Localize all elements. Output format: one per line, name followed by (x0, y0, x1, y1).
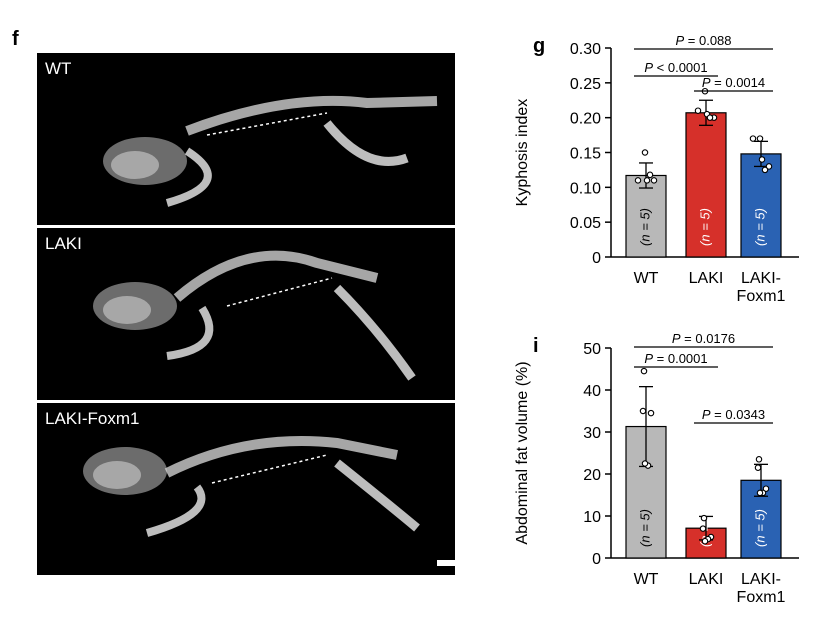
bar-n-label: (n = 5) (637, 509, 652, 547)
fat-volume-chart: i 0 10 20 30 40 50 Abdominal fat volume (%) (n =… (514, 331, 799, 606)
comparison-label: P = 0.088 (675, 33, 731, 48)
ct-image-laki-foxm1: LAKI-Foxm1 (37, 403, 455, 575)
data-point (641, 460, 649, 467)
ct-label-wt: WT (45, 59, 72, 78)
x-tick-label: LAKI- (741, 270, 781, 287)
ct-image-laki: LAKI (37, 228, 455, 400)
data-point (761, 166, 769, 174)
y-tick-label: 50 (583, 341, 601, 358)
x-tick-label: WT (634, 270, 659, 287)
bar-2 (740, 153, 782, 258)
skeleton-laki-foxm1-illustration (83, 436, 420, 537)
data-point (749, 135, 757, 142)
data-point (765, 163, 773, 170)
y-tick-label: 0.05 (570, 215, 601, 232)
data-point (756, 489, 764, 497)
data-point (694, 107, 702, 114)
comparison-label: P = 0.0001 (644, 351, 707, 366)
y-tick-label: 0 (592, 551, 601, 568)
bar-0 (625, 174, 667, 258)
kyphosis-chart: g 0 0.05 0.10 0.15 0.20 0.25 0.30 Kyphosis index… (514, 33, 799, 305)
y-tick-label: 0 (592, 250, 601, 267)
data-point (647, 409, 655, 417)
x-tick-label: LAKI (689, 270, 724, 287)
data-point (639, 407, 647, 415)
y-tick-label: 0.15 (570, 146, 601, 163)
data-point (755, 456, 763, 463)
bar-n-label: (n = 5) (637, 208, 652, 246)
data-point (699, 525, 707, 532)
ct-image-wt: WT (37, 53, 455, 225)
data-point (701, 537, 709, 545)
scale-bar (437, 560, 455, 566)
bar-n-label: (n = 5) (752, 509, 767, 547)
comparison-label: P = 0.0176 (672, 331, 735, 346)
data-point (756, 135, 764, 142)
y-tick-label: 40 (583, 383, 601, 400)
x-tick-label: Foxm1 (737, 288, 786, 305)
y-tick-label: 20 (583, 467, 601, 484)
comparison-label: P = 0.0014 (702, 75, 765, 90)
data-point (640, 367, 648, 375)
data-point (762, 485, 770, 492)
y-tick-label: 30 (583, 425, 601, 442)
y-tick-label: 10 (583, 509, 601, 526)
y-axis-label: Abdominal fat volume (%) (514, 361, 531, 544)
data-point (646, 171, 654, 179)
x-tick-label: Foxm1 (737, 589, 786, 606)
panel-g-letter: g (533, 35, 545, 57)
ct-label-laki-foxm1: LAKI-Foxm1 (45, 409, 140, 428)
y-tick-label: 0.20 (570, 111, 601, 128)
data-point (706, 114, 714, 121)
data-point (641, 149, 649, 156)
ct-label-laki: LAKI (45, 234, 82, 253)
data-point (700, 514, 708, 522)
x-tick-label: WT (634, 571, 659, 588)
bar-1 (685, 112, 727, 258)
data-point (650, 177, 658, 184)
panel-f-letter: f (12, 28, 19, 50)
skeleton-laki-illustration (93, 250, 416, 381)
data-point (758, 156, 766, 163)
data-point (634, 177, 642, 184)
data-point (643, 177, 651, 184)
bar-n-label: (n = 5) (697, 208, 712, 246)
y-tick-label: 0.30 (570, 41, 601, 58)
x-tick-label: LAKI- (741, 571, 781, 588)
comparison-label: P < 0.0001 (644, 60, 707, 75)
bar-n-label: (n = 5) (752, 208, 767, 246)
y-tick-label: 0.25 (570, 76, 601, 93)
data-point (754, 464, 762, 471)
skeleton-wt-illustration (103, 95, 438, 207)
x-tick-label: LAKI (689, 571, 724, 588)
panel-i-letter: i (533, 335, 539, 357)
comparison-label: P = 0.0343 (702, 407, 765, 422)
y-axis-label: Kyphosis index (514, 99, 531, 207)
y-tick-label: 0.10 (570, 180, 601, 197)
